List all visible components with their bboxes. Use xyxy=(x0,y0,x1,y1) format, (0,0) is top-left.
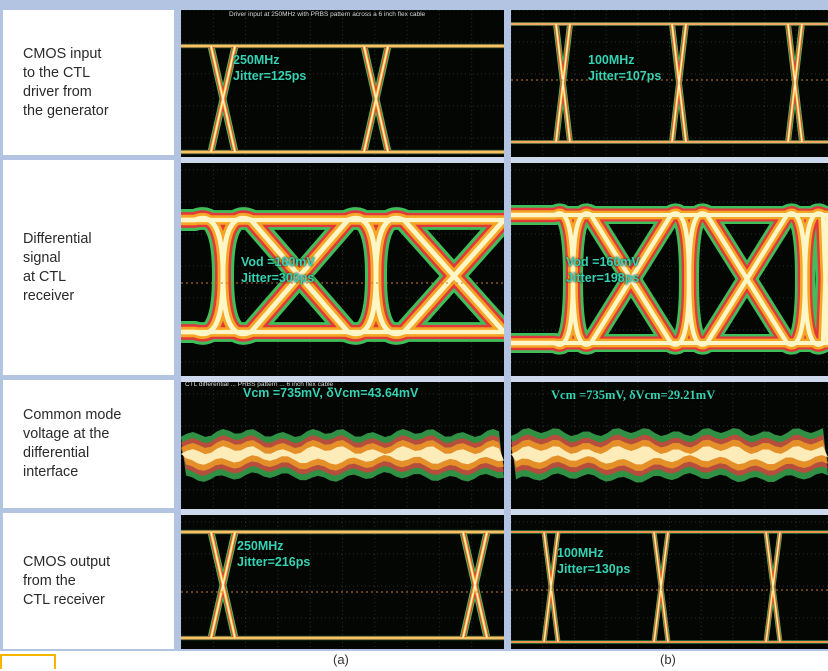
panel-a-header-note: Driver input at 250MHz with PRBS pattern… xyxy=(229,11,426,18)
scope-panel-b: 100MHz Jitter=107ps Vod =160mV Jitter=19… xyxy=(511,10,828,649)
eye-transition xyxy=(787,23,803,143)
figure-tag-box xyxy=(0,654,56,669)
row-label-cmos-input: CMOS input to the CTL driver from the ge… xyxy=(3,10,174,155)
scope-a-traces xyxy=(181,10,504,649)
panel-b-caption: (b) xyxy=(660,652,676,667)
eye-transition xyxy=(462,531,488,639)
scope-panel-a: Driver input at 250MHz with PRBS pattern… xyxy=(181,10,504,649)
row-label-text: CMOS output from the CTL receiver xyxy=(23,553,111,608)
panel-b-row3-annotation: Vcm =735mV, δVcm=29.21mV xyxy=(551,388,716,402)
eye-transition xyxy=(210,531,236,639)
eye-transition xyxy=(765,531,781,643)
panel-a-row1-annotation: 250MHz Jitter=125ps xyxy=(233,53,307,83)
row-label-differential-signal: Differential signal at CTL receiver xyxy=(3,160,174,375)
row-label-text: CMOS input to the CTL driver from the ge… xyxy=(23,45,109,119)
diff-trace xyxy=(181,215,504,337)
cm-noise-band xyxy=(181,446,504,465)
panel-a-row2-annotation: Vod =160mV Jitter=300ps xyxy=(241,255,315,285)
row-label-cmos-output: CMOS output from the CTL receiver xyxy=(3,513,174,649)
eye-transition xyxy=(653,531,669,643)
row-label-common-mode: Common mode voltage at the differential … xyxy=(3,380,174,508)
panel-b-row2-annotation: Vod =160mV Jitter=198ps xyxy=(566,255,640,285)
panel-b-row1-annotation: 100MHz Jitter=107ps xyxy=(588,53,662,83)
eye-transition xyxy=(671,23,687,143)
eye-transition xyxy=(543,531,559,643)
row-label-text: Differential signal at CTL receiver xyxy=(23,230,92,304)
cm-noise-band xyxy=(511,446,828,465)
diff-trace xyxy=(511,211,828,347)
scope-b-traces xyxy=(511,10,828,649)
panel-a-cm-note: CTL differential ... PRBS pattern ... 6 … xyxy=(185,381,334,388)
panel-b-row4-annotation: 100MHz Jitter=130ps xyxy=(557,546,631,576)
panel-a-row3-annotation: Vcm =735mV, δVcm=43.64mV xyxy=(243,386,419,400)
panel-a-row4-annotation: 250MHz Jitter=216ps xyxy=(237,539,311,569)
row-label-text: Common mode voltage at the differential … xyxy=(23,407,122,480)
eye-transition xyxy=(363,45,389,153)
eye-transition xyxy=(210,45,236,153)
panel-a-caption: (a) xyxy=(333,652,349,667)
eye-transition xyxy=(555,23,571,143)
figure-frame: CMOS input to the CTL driver from the ge… xyxy=(0,0,828,651)
